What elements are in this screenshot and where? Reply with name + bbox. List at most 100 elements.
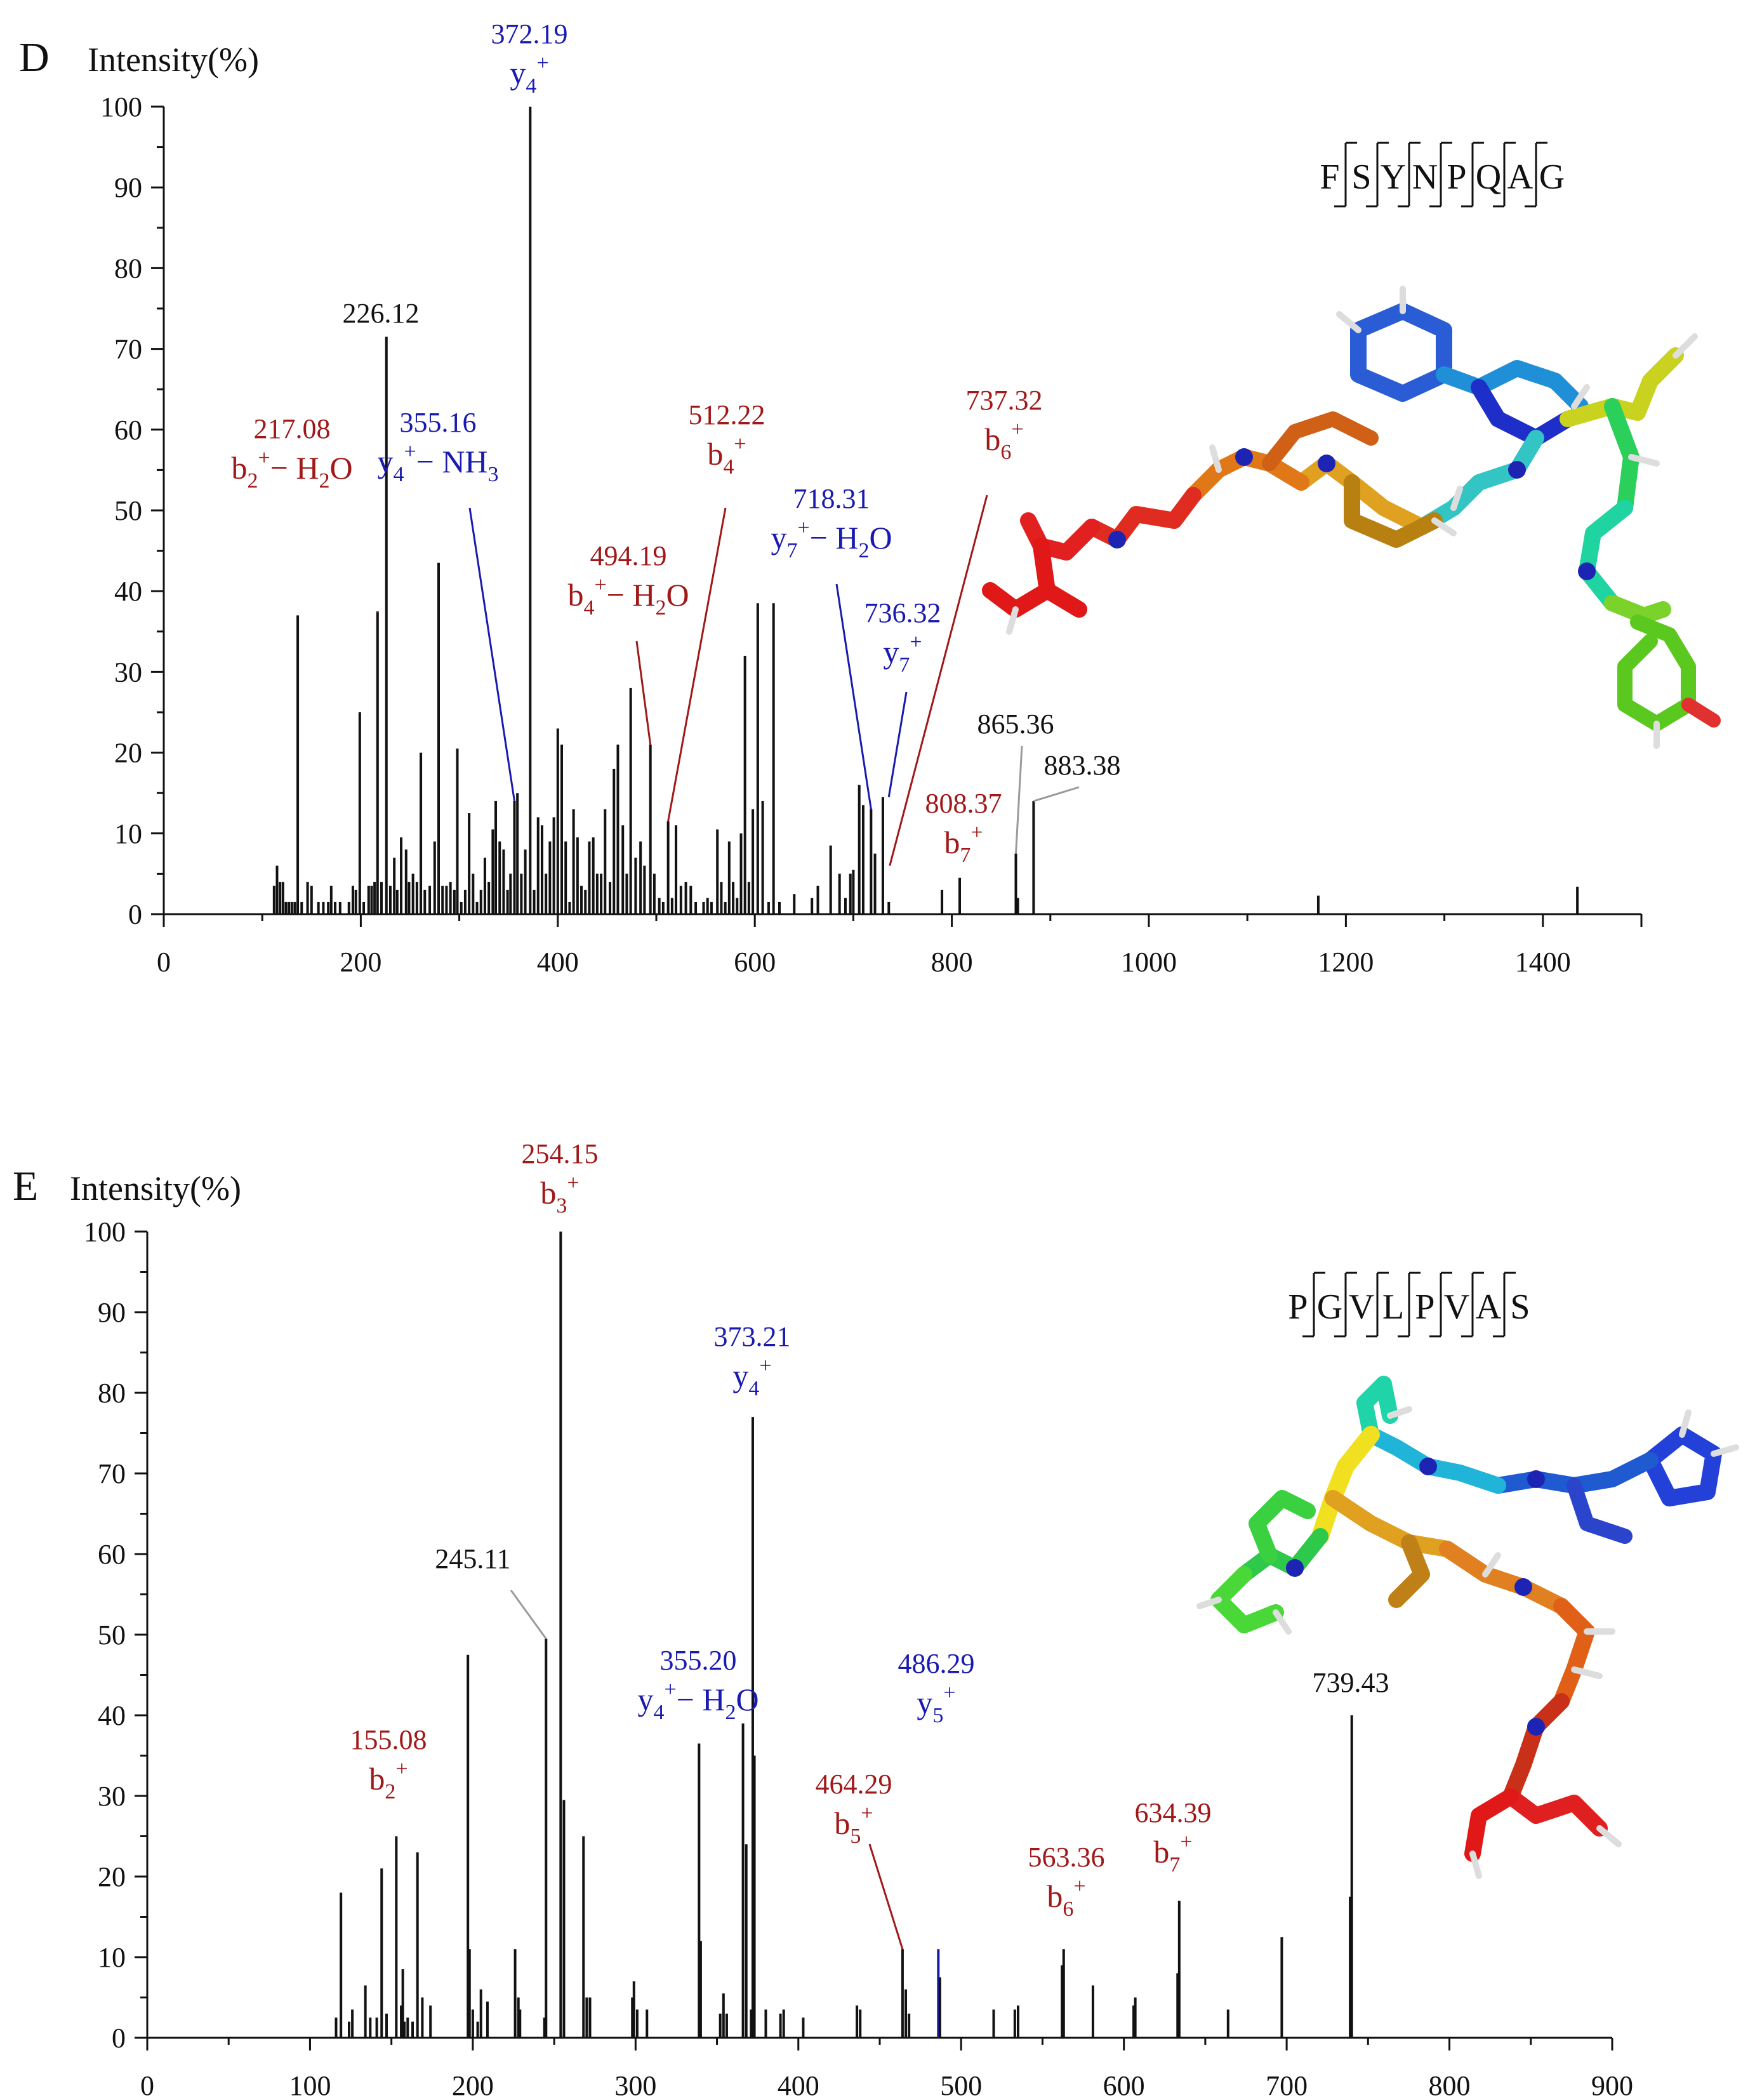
panel-e-x-tick-label: 700 — [1266, 2070, 1308, 2100]
panel-d-annotation-leader — [889, 495, 988, 867]
panel-e-y-tick-label: 40 — [98, 1700, 126, 1731]
panel-d-y-tick-label: 90 — [114, 172, 142, 203]
panel-d-annotation: 226.12 — [343, 298, 420, 329]
panel-d-annotation-leader — [887, 691, 908, 797]
panel-e-sequence-residue: A — [1476, 1287, 1502, 1327]
panel-e-annotation-ion: y4+ — [732, 1354, 771, 1400]
panel-d-annotation-ion: y7+ — [883, 630, 922, 677]
panel-e-sequence-residue: G — [1317, 1287, 1342, 1327]
panel-e-sequence-residue: L — [1382, 1287, 1404, 1327]
panel-d-ylabel: Intensity(%) — [88, 41, 259, 79]
panel-e-annotation-ion: b7+ — [1153, 1830, 1192, 1877]
panel-d-y-tick-label: 40 — [114, 576, 142, 607]
panel-e-y-tick-label: 20 — [98, 1861, 126, 1892]
panel-d-sequence-residue: F — [1320, 157, 1339, 197]
panel-d-sequence-residue: G — [1539, 157, 1565, 197]
panel-d-annotation-mz: 494.19 — [590, 540, 667, 571]
panel-e-annotation-mz: 155.08 — [350, 1724, 427, 1755]
panel-e-annotation-leader — [510, 1590, 547, 1640]
panel-e-y-tick-label: 100 — [84, 1216, 126, 1247]
panel-e-y-tick-label: 80 — [98, 1378, 126, 1409]
panel-e-y-tick-label: 90 — [98, 1297, 126, 1328]
panel-e-y-tick-label: 30 — [98, 1781, 126, 1812]
panel-d-annotation-leader — [468, 507, 515, 802]
panel-e-annotation-mz: 634.39 — [1135, 1797, 1212, 1828]
panel-e-annotation-ion: b5+ — [834, 1802, 873, 1848]
panel-e-annotation-ion: y4+− H2O — [637, 1678, 758, 1724]
panel-e-annotation-ion: b2+ — [369, 1757, 407, 1804]
panel-e-x-tick-label: 400 — [778, 2070, 819, 2100]
panel-e-annotation: 245.11 — [435, 1543, 547, 1640]
panel-d-x-tick-label: 400 — [537, 947, 579, 978]
panel-e-x-tick-label: 200 — [452, 2070, 494, 2100]
panel-d-annotation: 865.36 — [977, 708, 1054, 854]
panel-d-x-tick-label: 1000 — [1121, 947, 1177, 978]
panel-d-annotation-ion: y4+ — [510, 51, 548, 98]
panel-e-y-tick-label: 50 — [98, 1619, 126, 1651]
panel-e-axes: 0 10 20 30 40 50 60 70 80 90 100 0 100 200 300 400 500 60… — [84, 1216, 1633, 2100]
panel-d-x-tick-label: 0 — [157, 947, 171, 978]
panel-e-x-tick-label: 800 — [1429, 2070, 1471, 2100]
panel-d-annotation-leader — [635, 641, 652, 745]
panel-e-annotation-mz: 464.29 — [816, 1769, 892, 1800]
panel-d-annotation-mz: 217.08 — [254, 413, 331, 444]
panel-e-annotation-ion: y5+ — [917, 1681, 955, 1727]
panel-e-annotation-mz: 254.15 — [522, 1138, 599, 1169]
panel-d-y-tick-label: 30 — [114, 656, 142, 688]
panel-e-x-tick-label: 0 — [140, 2070, 154, 2100]
panel-e-annotation-ion: b3+ — [540, 1171, 579, 1218]
panel-d-annotation-leader — [1014, 745, 1023, 854]
panel-e-sequence-residue: S — [1510, 1287, 1530, 1327]
panel-d-y-tick-label: 80 — [114, 253, 142, 284]
panel-e-annotation: 739.43 — [1313, 1667, 1389, 1698]
panel-d-y-tick-label: 70 — [114, 334, 142, 365]
panel-e-annotation-mz: 739.43 — [1313, 1667, 1389, 1698]
panel-d-sequence-residue: A — [1507, 157, 1533, 197]
panel-d-annotation-mz: 808.37 — [925, 788, 1002, 819]
panel-d-y-tick-label: 20 — [114, 738, 142, 769]
panel-e-annotation-mz: 563.36 — [1028, 1842, 1105, 1873]
panel-d-annotation-ion: b4+ — [707, 432, 746, 479]
panel-d-annotation-mz: 736.32 — [864, 597, 941, 628]
panel-d-x-tick-label: 1400 — [1515, 947, 1571, 978]
panel-d-sequence-residue: Y — [1381, 157, 1406, 197]
panel-d-label: D — [19, 34, 50, 81]
panel-e-chart: E Intensity(%) 0 10 20 30 40 50 60 70 80 90 100 0 10… — [13, 1138, 1739, 2100]
panel-e-sequence-residue: V — [1444, 1287, 1469, 1327]
panel-d-annotation-ion: b7+ — [944, 821, 983, 867]
panel-d-annotation: 883.38 — [1033, 750, 1121, 802]
panel-d-annotation-mz: 737.32 — [966, 385, 1043, 416]
panel-e-annotation-ion: b6+ — [1047, 1875, 1085, 1921]
panel-d-sequence-residue: Q — [1476, 157, 1501, 197]
panel-d-y-tick-label: 100 — [100, 91, 142, 123]
panel-d-peaks — [272, 107, 1579, 914]
panel-d-annotation-mz: 372.19 — [491, 18, 568, 50]
panel-e-x-tick-label: 900 — [1591, 2070, 1633, 2100]
panel-d-y-tick-label: 10 — [114, 818, 142, 849]
panel-d-annotation-ion: b6+ — [984, 418, 1023, 464]
panel-e-y-tick-label: 10 — [98, 1942, 126, 1973]
panel-e-ylabel: Intensity(%) — [70, 1169, 241, 1207]
panel-d-x-tick-label: 600 — [734, 947, 776, 978]
panel-d-y-tick-label: 60 — [114, 415, 142, 446]
panel-d-annotation-ion: y7+− H2O — [771, 516, 892, 562]
panel-d-annotation-ion: b4+− H2O — [567, 573, 689, 620]
panel-d-x-tick-label: 200 — [340, 947, 381, 978]
panel-d-sequence-residue: N — [1412, 157, 1438, 197]
panel-e-sequence-residue: P — [1415, 1287, 1434, 1327]
panel-e-x-tick-label: 100 — [289, 2070, 331, 2100]
